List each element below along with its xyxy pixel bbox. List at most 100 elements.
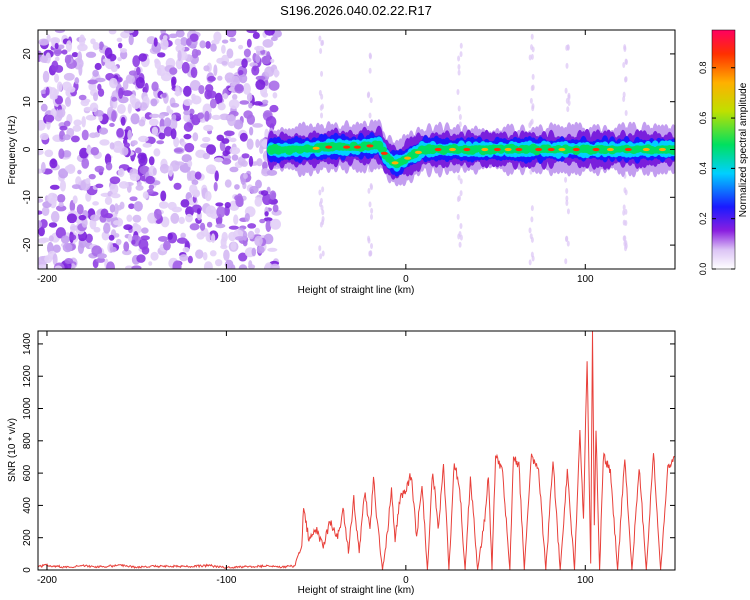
- heatmap-noise-cell: [214, 92, 223, 105]
- heatmap-noise-cell: [231, 154, 239, 161]
- heatmap-x-axis: -200 -100 0 100: [37, 30, 594, 285]
- heatmap-noise-cell: [54, 73, 60, 83]
- heatmap-noise-cell: [185, 38, 192, 46]
- heatmap-streak-cell: [565, 235, 569, 242]
- heatmap-noise-cell: [189, 108, 195, 115]
- heatmap-noise-cell: [221, 60, 228, 66]
- heatmap-noise-cell: [242, 239, 248, 247]
- heatmap-streak-cell: [320, 70, 324, 77]
- heatmap-noise-cell: [77, 242, 85, 255]
- heatmap-streak-cell: [367, 187, 371, 194]
- heatmap-noise-cell: [54, 42, 59, 49]
- heatmap-noise-cell: [176, 237, 188, 244]
- heatmap-streak-cell: [565, 195, 569, 202]
- heatmap-streak-cell: [456, 89, 460, 96]
- heatmap-noise-cell: [173, 182, 182, 190]
- heatmap-noise-cell: [238, 69, 244, 76]
- heatmap-noise-cell: [122, 249, 132, 256]
- heatmap-streak-cell: [318, 245, 322, 252]
- snr-y-tick-label: 1000: [22, 397, 33, 420]
- heatmap-streak-cell: [624, 109, 628, 116]
- heatmap-noise-cell: [118, 87, 124, 99]
- figure-title: S196.2026.040.02.22.R17: [280, 3, 432, 18]
- heatmap-noise-cell: [202, 103, 212, 115]
- heatmap-noise-cell: [57, 109, 64, 118]
- heatmap-streak-cell: [622, 219, 626, 226]
- heatmap-noise-cell: [54, 64, 64, 73]
- heatmap-noise-cell: [223, 249, 230, 261]
- heatmap-noise-cell: [52, 253, 58, 266]
- heatmap-noise-cell: [202, 251, 208, 261]
- heatmap-streak-cell: [566, 240, 570, 247]
- heatmap-noise-cell: [248, 155, 254, 167]
- heatmap-peak-cell: [642, 147, 650, 152]
- heatmap-peak-cell: [572, 147, 580, 152]
- heatmap-peak-cell: [448, 147, 456, 152]
- heatmap-noise-cell: [56, 194, 66, 203]
- heatmap-noise-cell: [77, 51, 83, 63]
- heatmap-noise-cell: [272, 92, 278, 99]
- heatmap-noise-cell: [41, 206, 50, 217]
- heatmap-noise-cell: [228, 225, 240, 230]
- heatmap-noise-cell: [205, 164, 217, 175]
- heatmap-noise-cell: [40, 161, 46, 174]
- heatmap-noise-cell: [246, 38, 252, 48]
- heatmap-noise-cell: [175, 30, 185, 38]
- heatmap-noise-cell: [125, 265, 134, 269]
- heatmap-noise-cell: [123, 224, 133, 231]
- heatmap-noise-cell: [173, 148, 184, 153]
- heatmap-noise-cell: [104, 153, 112, 166]
- heatmap-x-tick-label: -100: [216, 274, 236, 285]
- heatmap-noise-cell: [239, 100, 250, 105]
- heatmap-noise-cell: [189, 33, 199, 43]
- heatmap-noise-cell: [225, 30, 237, 38]
- heatmap-noise-cell: [221, 138, 230, 144]
- heatmap-noise-cell: [149, 113, 161, 118]
- heatmap-noise-cell: [198, 84, 205, 95]
- heatmap-streak-cell: [530, 216, 534, 223]
- heatmap-noise-cell: [154, 59, 161, 70]
- heatmap-noise-cell: [55, 227, 67, 239]
- heatmap-noise-cell: [119, 48, 128, 53]
- heatmap-y-tick-label: 0: [22, 146, 33, 152]
- heatmap-noise-cell: [163, 126, 173, 137]
- heatmap-noise-cell: [89, 132, 98, 139]
- snr-x-axis: -200 -100 0 100: [37, 331, 594, 586]
- heatmap-streak-cell: [320, 112, 324, 119]
- heatmap-noise-cell: [215, 202, 224, 207]
- heatmap-noise-cell: [131, 140, 138, 146]
- heatmap-noise-cell: [191, 93, 197, 101]
- heatmap-streak-cell: [531, 46, 535, 53]
- heatmap-streak-cell: [622, 91, 626, 98]
- heatmap-streak-cell: [370, 213, 374, 220]
- heatmap-noise-cell: [104, 47, 113, 59]
- heatmap-noise-cell: [199, 222, 206, 231]
- heatmap-noise-cell: [152, 167, 157, 176]
- heatmap-noise-cell: [204, 190, 212, 202]
- heatmap-streak-cell: [624, 76, 628, 83]
- heatmap-noise-cell: [160, 216, 170, 228]
- heatmap-streak-cell: [564, 87, 568, 94]
- heatmap-noise-cell: [92, 41, 100, 51]
- heatmap-noise-cell: [98, 127, 109, 135]
- heatmap-noise-cell: [229, 166, 239, 173]
- heatmap-noise-cell: [44, 149, 54, 158]
- heatmap-noise-cell: [123, 30, 135, 34]
- heatmap-noise-cell: [105, 162, 113, 171]
- heatmap-marks: [38, 30, 675, 269]
- heatmap-noise-cell: [266, 169, 278, 176]
- heatmap-noise-cell: [78, 214, 87, 221]
- heatmap-noise-cell: [256, 158, 263, 167]
- heatmap-noise-cell: [197, 112, 205, 119]
- heatmap-noise-cell: [256, 245, 265, 254]
- heatmap-noise-cell: [168, 33, 178, 39]
- heatmap-streak-cell: [456, 213, 460, 220]
- heatmap-noise-cell: [76, 204, 84, 215]
- heatmap-noise-cell: [75, 176, 82, 187]
- heatmap-streak-cell: [622, 235, 626, 242]
- heatmap-noise-cell: [251, 247, 257, 257]
- heatmap-noise-cell: [255, 75, 266, 81]
- heatmap-noise-cell: [138, 102, 148, 111]
- heatmap-noise-cell: [262, 193, 272, 206]
- heatmap-noise-cell: [246, 92, 253, 102]
